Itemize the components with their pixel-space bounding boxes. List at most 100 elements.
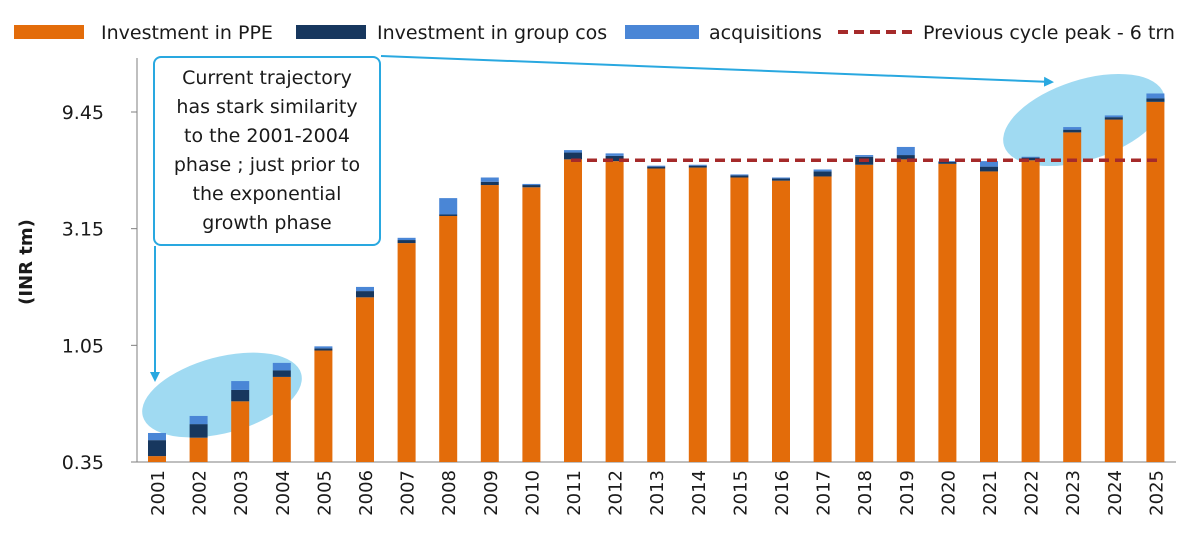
bar-2009-ppe bbox=[480, 185, 499, 462]
bar-2011-acquisitions bbox=[564, 150, 582, 153]
annotation-line: has stark similarity bbox=[176, 96, 358, 118]
bar-2021-group-cos bbox=[980, 166, 998, 172]
bar-2003-ppe bbox=[231, 401, 250, 462]
bar-2025-group-cos bbox=[1146, 98, 1165, 102]
bar-2017-group-cos bbox=[813, 171, 832, 177]
bar-2011-group-cos bbox=[564, 152, 582, 160]
legend-item-ppe-swatch bbox=[14, 25, 84, 39]
bar-2004-acquisitions bbox=[272, 362, 291, 371]
annotation-line: growth phase bbox=[202, 212, 332, 234]
y-tick-label: 3.15 bbox=[62, 219, 104, 241]
bar-2017-ppe bbox=[813, 176, 832, 462]
bar-2009-acquisitions bbox=[480, 177, 499, 182]
x-tick-label: 2011 bbox=[564, 470, 585, 516]
highlight-ellipse-1 bbox=[142, 352, 302, 438]
highlight-ellipse-2 bbox=[1003, 73, 1165, 167]
x-tick-label: 2019 bbox=[897, 470, 918, 516]
bar-2018-acquisitions bbox=[855, 155, 874, 157]
legend-item-group-cos-label: Investment in group cos bbox=[377, 22, 607, 44]
bar-2003-group-cos bbox=[231, 389, 250, 402]
bar-2005-ppe bbox=[314, 350, 333, 462]
x-tick-label: 2010 bbox=[522, 470, 543, 516]
bar-2008-group-cos bbox=[439, 214, 458, 216]
bar-2003-acquisitions bbox=[231, 381, 250, 390]
bar-2021-ppe bbox=[980, 171, 998, 462]
bar-2001-acquisitions bbox=[148, 432, 166, 441]
x-tick-label: 2020 bbox=[938, 470, 959, 516]
bar-2004-ppe bbox=[272, 376, 291, 462]
bar-2022-acquisitions bbox=[1021, 156, 1040, 158]
bar-2021-acquisitions bbox=[980, 161, 998, 167]
bar-2008-acquisitions bbox=[439, 198, 458, 215]
bar-2006-group-cos bbox=[356, 291, 374, 298]
legend-item-group-cos-swatch bbox=[296, 25, 366, 39]
bar-2019-group-cos bbox=[896, 155, 915, 160]
bar-2007-acquisitions bbox=[397, 237, 416, 241]
annotation-line: the exponential bbox=[192, 183, 342, 205]
x-tick-label: 2007 bbox=[398, 470, 419, 516]
bar-2012-ppe bbox=[605, 161, 624, 462]
bar-2010-acquisitions bbox=[522, 183, 541, 186]
x-tick-label: 2008 bbox=[439, 470, 460, 516]
bar-2019-ppe bbox=[896, 159, 915, 462]
bar-2002-ppe bbox=[189, 437, 208, 462]
bar-2020-group-cos bbox=[938, 162, 957, 164]
bar-2013-acquisitions bbox=[647, 165, 666, 167]
bar-2024-group-cos bbox=[1104, 117, 1123, 120]
legend-item-reference-label: Previous cycle peak - 6 trn bbox=[923, 22, 1175, 44]
legend-item-ppe-label: Investment in PPE bbox=[101, 22, 273, 44]
annotation-callout: Current trajectory has stark similarity … bbox=[153, 56, 381, 246]
bar-2015-acquisitions bbox=[730, 174, 749, 176]
x-tick-label: 2006 bbox=[356, 470, 377, 516]
bar-2014-acquisitions bbox=[688, 164, 707, 166]
y-axis-label: (INR tm) bbox=[16, 219, 37, 305]
y-tick-label: 0.35 bbox=[62, 452, 104, 474]
chart-bars bbox=[148, 93, 1165, 463]
x-tick-label: 2021 bbox=[980, 470, 1001, 516]
x-tick-label: 2022 bbox=[1022, 470, 1043, 516]
bar-2001-group-cos bbox=[148, 440, 166, 457]
bar-2002-acquisitions bbox=[189, 415, 208, 425]
bar-2025-acquisitions bbox=[1146, 93, 1165, 99]
bar-2015-ppe bbox=[730, 177, 749, 462]
x-tick-label: 2025 bbox=[1146, 470, 1167, 516]
annotation-line: to the 2001-2004 bbox=[184, 125, 350, 147]
x-tick-label: 2024 bbox=[1105, 470, 1126, 516]
bar-2022-group-cos bbox=[1021, 157, 1040, 161]
bar-2012-acquisitions bbox=[605, 153, 624, 156]
highlight-ellipses bbox=[142, 73, 1165, 438]
x-tick-label: 2013 bbox=[647, 470, 668, 516]
bar-2010-group-cos bbox=[522, 185, 541, 188]
bar-2006-acquisitions bbox=[356, 286, 374, 292]
bar-2001-ppe bbox=[148, 456, 166, 462]
bar-2007-ppe bbox=[397, 243, 416, 462]
bar-2016-acquisitions bbox=[772, 177, 790, 179]
x-tick-label: 2018 bbox=[855, 470, 876, 516]
bar-2002-group-cos bbox=[189, 424, 208, 438]
legend-item-acquisitions-swatch bbox=[625, 25, 699, 39]
x-tick-label: 2017 bbox=[814, 470, 835, 516]
legend-item-acquisitions-label: acquisitions bbox=[709, 22, 822, 44]
bar-2009-group-cos bbox=[480, 181, 499, 186]
annotation-line: Current trajectory bbox=[182, 67, 352, 89]
x-tick-label: 2015 bbox=[730, 470, 751, 516]
bar-2018-ppe bbox=[855, 164, 874, 463]
bar-2013-group-cos bbox=[647, 166, 666, 169]
bar-2005-group-cos bbox=[314, 348, 333, 351]
x-tick-label: 2014 bbox=[689, 470, 710, 516]
bar-2025-ppe bbox=[1146, 101, 1165, 462]
bar-2011-ppe bbox=[564, 159, 582, 462]
annotation-text: Current trajectory has stark similarity … bbox=[174, 64, 360, 238]
arrow-to-recent bbox=[380, 55, 1054, 87]
annotation-arrows bbox=[150, 55, 1054, 382]
x-tick-label: 2012 bbox=[606, 470, 627, 516]
bar-2012-group-cos bbox=[605, 155, 624, 162]
y-tick-label: 1.05 bbox=[62, 335, 104, 357]
x-tick-label: 2002 bbox=[190, 470, 211, 516]
bar-2023-acquisitions bbox=[1063, 127, 1082, 130]
bar-2014-ppe bbox=[688, 167, 707, 463]
bar-2024-ppe bbox=[1104, 119, 1123, 462]
bar-2008-ppe bbox=[439, 215, 458, 462]
bar-2016-group-cos bbox=[772, 178, 790, 181]
bar-2006-ppe bbox=[356, 297, 374, 462]
